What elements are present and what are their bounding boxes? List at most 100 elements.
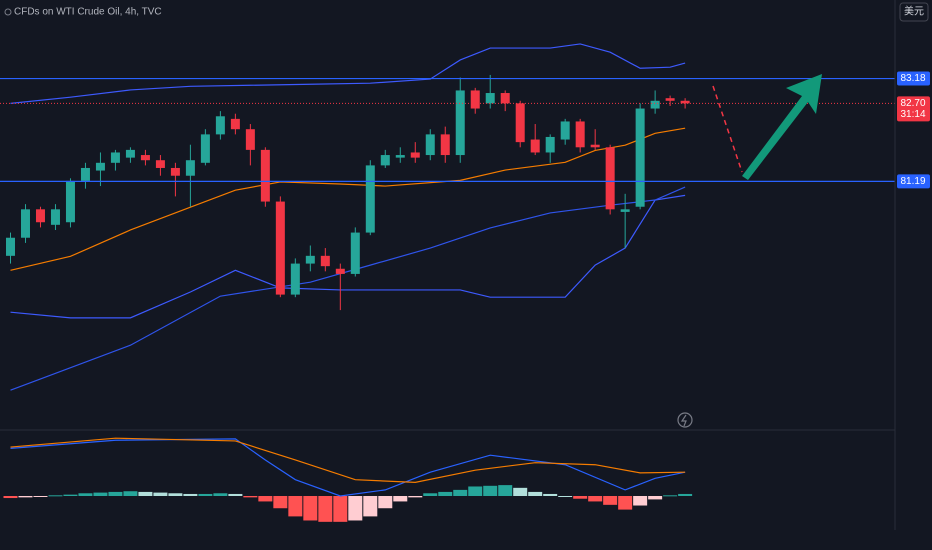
macd-bar xyxy=(78,493,93,496)
candle-body xyxy=(5,237,15,256)
macd-bar xyxy=(303,496,318,521)
candle-body xyxy=(320,255,330,267)
candle-body xyxy=(665,98,675,101)
macd-bar xyxy=(678,493,693,496)
macd-bar xyxy=(408,496,423,498)
candle-body xyxy=(230,118,240,130)
candle-body xyxy=(530,139,540,153)
candle-body xyxy=(50,209,60,225)
candle-body xyxy=(440,134,450,156)
macd-bar xyxy=(438,491,453,496)
title-icon xyxy=(4,8,12,16)
candle-body xyxy=(605,147,615,210)
candle-body xyxy=(65,180,75,223)
candle-body xyxy=(290,263,300,295)
macd-bar xyxy=(63,494,78,496)
candle-body xyxy=(635,108,645,207)
projection-dash xyxy=(712,85,743,173)
macd-bar xyxy=(483,485,498,496)
candle-body xyxy=(560,121,570,140)
candle-body xyxy=(485,93,495,104)
candle-body xyxy=(425,134,435,156)
candle-body xyxy=(275,201,285,295)
candle-body xyxy=(245,129,255,150)
candle-body xyxy=(365,165,375,233)
candle-body xyxy=(575,121,585,148)
currency-button[interactable] xyxy=(899,2,929,22)
macd-bar xyxy=(633,496,648,506)
alert-icon-bolt xyxy=(680,414,687,427)
chart-title: CFDs on WTI Crude Oil, 4h, TVC xyxy=(14,7,162,18)
macd-bar xyxy=(513,487,528,496)
macd-bar xyxy=(543,493,558,496)
macd-bar xyxy=(588,496,603,502)
candle-body xyxy=(200,134,210,163)
candle-body xyxy=(515,103,525,143)
candle-body xyxy=(500,93,510,104)
level-tag xyxy=(897,174,930,189)
candle-body xyxy=(545,136,555,153)
candle-body xyxy=(410,152,420,158)
candle-body xyxy=(620,209,630,212)
macd-bar xyxy=(18,496,33,498)
macd-bar xyxy=(108,491,123,496)
level-label: 81.19 xyxy=(900,176,925,187)
macd-bar xyxy=(573,496,588,499)
candle-body xyxy=(680,100,690,104)
macd-bar xyxy=(153,492,168,496)
macd-bar xyxy=(453,489,468,496)
level-label: 83.18 xyxy=(900,73,925,84)
candle-body xyxy=(650,100,660,109)
macd-bar xyxy=(648,496,663,500)
candle-body xyxy=(35,209,45,223)
candle-body xyxy=(20,209,30,238)
macd-bar xyxy=(213,493,228,496)
candle-body xyxy=(125,149,135,158)
candle-body xyxy=(260,149,270,202)
macd-bar xyxy=(3,496,18,499)
overlay-line xyxy=(10,43,686,104)
macd-bar xyxy=(93,492,108,496)
candle-body xyxy=(185,160,195,176)
macd-bar xyxy=(378,496,393,509)
candle-body xyxy=(155,160,165,168)
macd-bar xyxy=(528,491,543,496)
candle-body xyxy=(470,90,480,109)
projection-arrow xyxy=(742,74,822,180)
candle-body xyxy=(140,155,150,161)
candle-body xyxy=(95,162,105,171)
macd-bar xyxy=(33,496,48,497)
macd-bar xyxy=(123,491,138,496)
macd-bar xyxy=(468,486,483,496)
plot-layer xyxy=(0,43,895,522)
countdown-label: 31:14 xyxy=(900,109,925,120)
macd-bar xyxy=(258,496,273,502)
macd-bar xyxy=(318,496,333,522)
overlay-line xyxy=(10,127,686,271)
macd-bar xyxy=(228,493,243,496)
macd-bar xyxy=(243,496,258,498)
macd-bar xyxy=(393,496,408,502)
alert-icon[interactable] xyxy=(677,412,693,428)
macd-bar xyxy=(48,495,63,497)
current-price-label: 82.70 xyxy=(900,98,925,109)
current-price-tag xyxy=(897,96,930,122)
macd-bar xyxy=(363,496,378,517)
candle-body xyxy=(350,232,360,274)
macd-line xyxy=(10,437,686,484)
candle-body xyxy=(455,90,465,156)
candle-body xyxy=(380,155,390,166)
macd-bar xyxy=(558,496,573,497)
macd-bar xyxy=(603,496,618,505)
level-tag xyxy=(897,71,930,86)
currency-label: 美元 xyxy=(904,5,924,18)
macd-bar xyxy=(168,493,183,496)
candle-body xyxy=(170,167,180,176)
candle-body xyxy=(110,152,120,163)
candle-body xyxy=(215,116,225,135)
macd-bar xyxy=(288,496,303,517)
macd-bar xyxy=(183,493,198,496)
candle-body xyxy=(80,167,90,181)
